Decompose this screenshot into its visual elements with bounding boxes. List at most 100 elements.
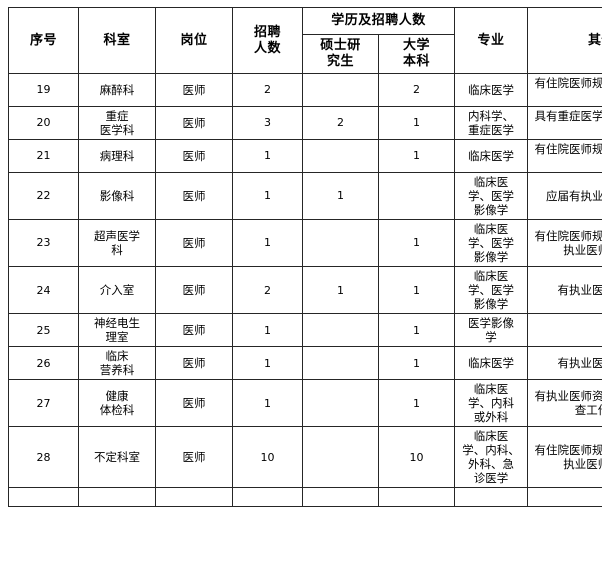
cell-empty xyxy=(78,487,156,508)
cell-recruit-count: 1 xyxy=(232,346,303,381)
cell-department: 健康 体检科 xyxy=(78,379,156,428)
cell-bachelor-count xyxy=(377,172,456,221)
table-row: 27健康体检科医师11临床医学、内科或外科有执业医师资格证，有职业病筛查工作经验… xyxy=(8,379,602,428)
cell-empty xyxy=(377,487,456,508)
table-row: 25 神经电生 理室 医师 1 1 医学影像学 xyxy=(8,313,602,348)
cell-other-requirements xyxy=(527,313,602,348)
cell-position: 医师 xyxy=(155,139,233,174)
master-line-2: 究生 xyxy=(326,54,354,69)
cell-department-line-1: 神经电生 xyxy=(94,316,140,331)
cell-empty xyxy=(155,487,233,508)
cell-major-line-2: 学、医学 xyxy=(468,283,515,298)
cell-position: 医师 xyxy=(155,266,233,315)
bachelor-line-1: 大学 xyxy=(403,38,431,54)
cell-no: 22 xyxy=(8,172,79,221)
cell-recruit-count: 2 xyxy=(232,266,303,315)
cell-master-count xyxy=(302,219,379,268)
cell-major: 内科学、 重症医学 xyxy=(454,106,529,141)
cell-department: 超声医学科 xyxy=(78,219,156,268)
table-body: 19麻醉科医师22临床医学有住院医师规范化培训合格证优先20重症医学科医师321… xyxy=(8,72,602,508)
cell-major: 临床医 学、内科 或外科 xyxy=(454,379,529,428)
table-row-partial xyxy=(8,487,602,508)
cell-major-line-3: 影像学 xyxy=(473,297,509,312)
cell-empty xyxy=(232,487,303,508)
cell-position: 医师 xyxy=(155,172,233,221)
cell-major-line-2: 学、内科 xyxy=(468,396,515,411)
cell-no: 19 xyxy=(8,72,79,108)
cell-empty xyxy=(8,487,79,508)
cell-empty xyxy=(454,487,529,508)
table-row: 23超声医学科医师11临床医学、医学影像学有住院医师规范化培训合格证、执业医师资… xyxy=(8,219,602,268)
column-header-bachelor: 大学 本科 xyxy=(377,34,456,74)
table-header: 序号 科室 岗位 招聘 人数 学历及招聘人数 专业 其他要求 硕士研 究生 大学 xyxy=(8,7,602,74)
cell-master-count xyxy=(302,346,379,381)
cell-department: 不定科室 xyxy=(78,426,156,489)
column-header-major: 专业 xyxy=(454,7,529,74)
column-header-department: 科室 xyxy=(78,7,156,74)
cell-department: 麻醉科 xyxy=(78,72,156,108)
recruitment-table: 序号 科室 岗位 招聘 人数 学历及招聘人数 专业 其他要求 硕士研 究生 大学 xyxy=(8,7,602,508)
table-row: 28不定科室医师1010临床医学、内科、外科、急诊医学有住院医师规范化培训合格证… xyxy=(8,426,602,489)
cell-major-line-1: 临床医 xyxy=(473,175,509,190)
cell-recruit-count: 1 xyxy=(232,379,303,428)
cell-other-requirements: 有执业医师资格证，有职业病筛查工作经验优先 xyxy=(527,379,602,428)
table-row: 19麻醉科医师22临床医学有住院医师规范化培训合格证优先 xyxy=(8,72,602,108)
cell-major-line-1: 临床医 xyxy=(473,269,509,284)
column-header-no: 序号 xyxy=(8,7,79,74)
cell-recruit-count: 1 xyxy=(232,219,303,268)
cell-department-line-2: 医学科 xyxy=(99,123,135,138)
cell-no: 20 xyxy=(8,106,79,141)
cell-recruit-count: 10 xyxy=(232,426,303,489)
cell-master-count: 2 xyxy=(302,106,379,141)
cell-major-line-1: 内科学、 xyxy=(468,109,515,124)
cell-bachelor-count: 1 xyxy=(377,313,456,348)
column-header-other-requirements: 其他要求 xyxy=(527,7,602,74)
bachelor-line-2: 本科 xyxy=(403,54,431,69)
cell-position: 医师 xyxy=(155,72,233,108)
cell-department: 临床 营养科 xyxy=(78,346,156,381)
cell-master-count xyxy=(302,379,379,428)
header-row-sub: 硕士研 究生 大学 本科 xyxy=(9,34,602,74)
cell-major-line-1: 临床医 xyxy=(473,382,509,397)
cell-department-line-1: 重症 xyxy=(105,109,129,124)
cell-major: 临床医学 xyxy=(454,139,529,174)
cell-recruit-count: 1 xyxy=(232,139,303,174)
cell-department-line-2: 理室 xyxy=(105,330,129,345)
cell-major-line-3: 外科、急 xyxy=(468,457,515,472)
table-row: 21病理科医师11临床医学有住院医师规范化培训合格证优先 xyxy=(8,139,602,174)
cell-major-line-3: 或外科 xyxy=(473,410,509,425)
cell-master-count xyxy=(302,72,379,108)
cell-department-line-1: 临床 xyxy=(105,349,129,364)
cell-no: 24 xyxy=(8,266,79,315)
table-row: 26临床营养科医师11临床医学有执业医师资格证优先 xyxy=(8,346,602,381)
cell-other-requirements: 有住院医师规范化培训合格证优先 xyxy=(527,72,602,108)
cell-position: 医师 xyxy=(155,313,233,348)
cell-position: 医师 xyxy=(155,219,233,268)
cell-other-requirements: 有住院医师规范化培训合格证、执业医师资格证优先 xyxy=(527,219,602,268)
cell-major-line-2: 重症医学 xyxy=(468,123,515,138)
column-header-position: 岗位 xyxy=(155,7,233,74)
cell-position: 医师 xyxy=(155,426,233,489)
cell-other-requirements: 有执业医师资格证优先 xyxy=(527,266,602,315)
cell-major-line-2: 学、医学 xyxy=(468,189,515,204)
cell-bachelor-count: 1 xyxy=(377,106,456,141)
cell-major-line-1: 临床医 xyxy=(473,222,509,237)
cell-major: 医学影像学 xyxy=(454,313,529,348)
cell-no: 23 xyxy=(8,219,79,268)
cell-department-line-2: 体检科 xyxy=(99,403,135,418)
cell-department-line-1: 健康 xyxy=(105,389,129,404)
cell-master-count: 1 xyxy=(302,172,379,221)
cell-major-line-2: 学 xyxy=(485,330,497,345)
cell-major-line-1: 医学影像 xyxy=(468,316,515,331)
cell-no: 28 xyxy=(8,426,79,489)
cell-no: 25 xyxy=(8,313,79,348)
column-header-recruit-count: 招聘 人数 xyxy=(232,7,303,74)
cell-other-requirements: 有住院医师规范化培训合格证、执业医师资格证优先 xyxy=(527,426,602,489)
cell-recruit-count: 1 xyxy=(232,313,303,348)
cell-recruit-count: 2 xyxy=(232,72,303,108)
cell-department: 介入室 xyxy=(78,266,156,315)
cell-master-count: 1 xyxy=(302,266,379,315)
cell-bachelor-count: 10 xyxy=(377,426,456,489)
